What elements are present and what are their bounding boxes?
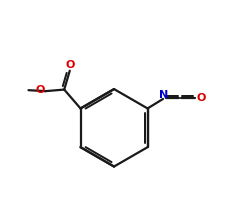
Text: O: O bbox=[36, 85, 45, 95]
Text: N: N bbox=[159, 90, 168, 100]
Text: O: O bbox=[196, 93, 206, 103]
Text: O: O bbox=[66, 60, 75, 70]
